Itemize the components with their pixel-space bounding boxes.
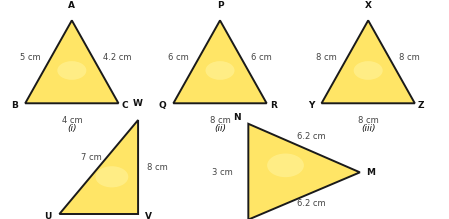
Polygon shape: [321, 20, 415, 103]
Text: 7 cm: 7 cm: [81, 153, 101, 162]
Text: (i): (i): [67, 124, 77, 133]
Text: 8 cm: 8 cm: [317, 53, 337, 62]
Text: C: C: [122, 101, 128, 110]
Polygon shape: [59, 120, 138, 214]
Text: 8 cm: 8 cm: [210, 116, 230, 125]
Text: N: N: [233, 113, 241, 122]
Text: 5 cm: 5 cm: [20, 53, 41, 62]
Polygon shape: [248, 124, 360, 219]
Text: Q: Q: [158, 101, 166, 110]
Text: V: V: [145, 212, 152, 219]
Text: 6.2 cm: 6.2 cm: [297, 132, 326, 141]
Text: 4 cm: 4 cm: [62, 116, 82, 125]
Text: 6 cm: 6 cm: [168, 53, 189, 62]
Text: P: P: [217, 1, 223, 10]
Text: W: W: [133, 99, 143, 108]
Text: (iii): (iii): [361, 124, 375, 133]
Text: 8 cm: 8 cm: [147, 162, 168, 171]
Polygon shape: [173, 20, 267, 103]
Text: 8 cm: 8 cm: [399, 53, 420, 62]
Text: 4.2 cm: 4.2 cm: [103, 53, 132, 62]
Ellipse shape: [354, 61, 383, 80]
Text: R: R: [270, 101, 277, 110]
Text: 6 cm: 6 cm: [251, 53, 272, 62]
Text: M: M: [366, 168, 375, 177]
Text: 3 cm: 3 cm: [212, 168, 233, 177]
Text: (ii): (ii): [214, 124, 226, 133]
Text: Y: Y: [308, 101, 314, 110]
Ellipse shape: [96, 166, 128, 187]
Ellipse shape: [267, 154, 304, 177]
Ellipse shape: [57, 61, 86, 80]
Text: 8 cm: 8 cm: [358, 116, 379, 125]
Text: 6.2 cm: 6.2 cm: [297, 199, 326, 208]
Text: A: A: [68, 1, 75, 10]
Text: Z: Z: [418, 101, 424, 110]
Text: X: X: [365, 1, 372, 10]
Text: U: U: [44, 212, 51, 219]
Ellipse shape: [206, 61, 234, 80]
Text: B: B: [11, 101, 18, 110]
Polygon shape: [25, 20, 119, 103]
